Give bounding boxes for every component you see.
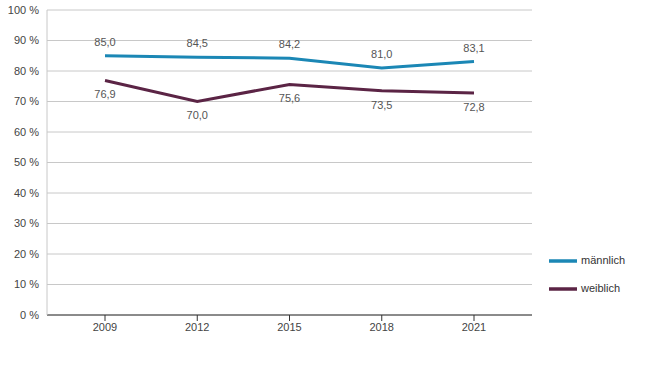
svg-text:50 %: 50 % [14,156,39,168]
svg-text:30 %: 30 % [14,217,39,229]
svg-text:60 %: 60 % [14,126,39,138]
svg-text:90 %: 90 % [14,34,39,46]
svg-text:76,9: 76,9 [94,88,115,100]
svg-text:72,8: 72,8 [463,101,484,113]
svg-text:70,0: 70,0 [187,109,208,121]
svg-text:2021: 2021 [462,321,486,333]
svg-text:83,1: 83,1 [463,42,484,54]
svg-text:73,5: 73,5 [371,99,392,111]
svg-text:85,0: 85,0 [94,36,115,48]
svg-text:100 %: 100 % [8,4,39,16]
svg-text:40 %: 40 % [14,187,39,199]
svg-text:70 %: 70 % [14,95,39,107]
svg-text:84,5: 84,5 [187,37,208,49]
svg-text:84,2: 84,2 [279,38,300,50]
svg-text:75,6: 75,6 [279,92,300,104]
svg-text:20 %: 20 % [14,248,39,260]
svg-text:2018: 2018 [370,321,394,333]
svg-text:80 %: 80 % [14,65,39,77]
svg-text:2009: 2009 [93,321,117,333]
svg-text:2012: 2012 [185,321,209,333]
html-text:männlich: männlich [581,253,625,266]
svg-text:2015: 2015 [277,321,301,333]
svg-text:81,0: 81,0 [371,48,392,60]
html-text:weiblich: weiblich [581,281,621,294]
svg-text:0 %: 0 % [20,309,39,321]
svg-text:10 %: 10 % [14,278,39,290]
